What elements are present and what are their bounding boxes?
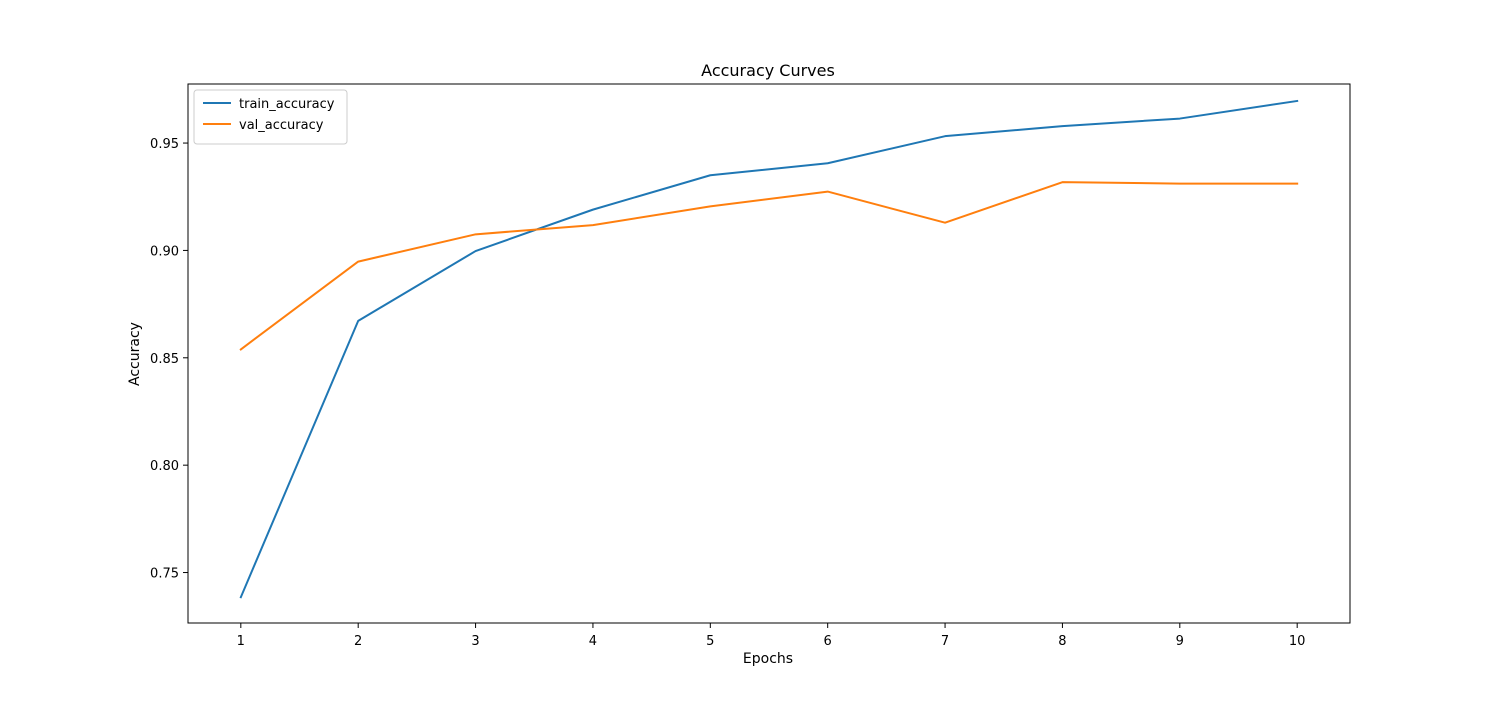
x-tick-label: 4	[589, 634, 597, 649]
y-tick-label: 0.95	[150, 137, 179, 152]
x-tick-label: 2	[354, 634, 362, 649]
x-tick-label: 5	[706, 634, 714, 649]
x-tick-label: 8	[1058, 634, 1066, 649]
legend-label: val_accuracy	[239, 118, 324, 133]
y-tick-label: 0.85	[150, 352, 179, 367]
x-tick-label: 7	[941, 634, 949, 649]
axes-layer: 1 2 3 4 5 6 7 8 9 10 0.75 0.80 0.85 0.90 0.95	[150, 83, 1351, 649]
x-tick-label: 6	[824, 634, 832, 649]
x-tick-label: 3	[471, 634, 479, 649]
legend-label: train_accuracy	[239, 97, 335, 112]
y-axis-label: Accuracy	[127, 322, 143, 386]
legend-box	[193, 89, 348, 145]
x-axis-label: Epochs	[743, 651, 793, 667]
x-tick-label: 10	[1289, 634, 1306, 649]
x-tick-label: 9	[1176, 634, 1184, 649]
chart-title: Accuracy Curves	[701, 61, 835, 80]
plot-frame	[187, 83, 1351, 624]
y-tick-label: 0.80	[150, 459, 179, 474]
series-layer	[239, 99, 1299, 599]
y-tick-label: 0.90	[150, 244, 179, 259]
x-tick-label: 1	[237, 634, 245, 649]
legend: train_accuracy val_accuracy	[193, 89, 348, 145]
series-line-val-accuracy	[239, 181, 1299, 351]
y-tick-label: 0.75	[150, 567, 179, 582]
series-line-train-accuracy	[239, 99, 1299, 599]
